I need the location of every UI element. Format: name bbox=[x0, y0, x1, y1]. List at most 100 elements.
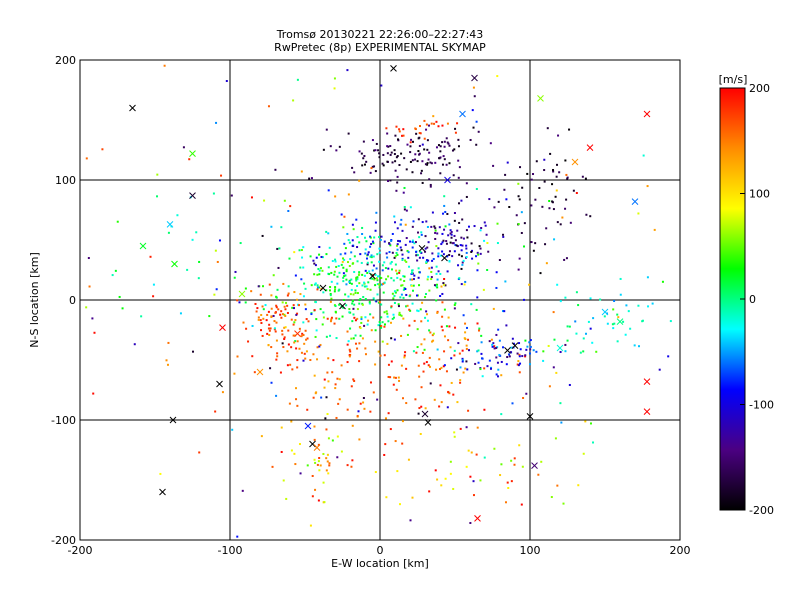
scatter-point bbox=[411, 171, 414, 174]
scatter-point bbox=[465, 247, 468, 250]
scatter-point bbox=[489, 367, 492, 370]
scatter-point bbox=[358, 299, 361, 302]
scatter-point bbox=[454, 243, 457, 246]
scatter-point bbox=[379, 283, 382, 286]
scatter-point bbox=[637, 212, 640, 215]
scatter-point bbox=[385, 310, 388, 313]
scatter-point bbox=[313, 273, 316, 276]
scatter-point bbox=[401, 229, 404, 232]
scatter-point bbox=[464, 367, 467, 370]
scatter-point bbox=[448, 250, 451, 253]
scatter-point bbox=[379, 322, 382, 325]
scatter-point bbox=[398, 164, 401, 167]
scatter-point bbox=[466, 236, 469, 239]
scatter-point bbox=[475, 120, 478, 123]
scatter-point bbox=[512, 342, 515, 345]
scatter-point bbox=[391, 292, 394, 295]
scatter-point bbox=[231, 428, 234, 431]
scatter-point bbox=[262, 317, 265, 320]
scatter-point bbox=[381, 340, 384, 343]
scatter-point bbox=[329, 292, 332, 295]
scatter-point bbox=[411, 225, 414, 228]
scatter-point bbox=[369, 235, 372, 238]
scatter-point bbox=[474, 362, 477, 365]
scatter-point bbox=[582, 452, 585, 455]
scatter-point bbox=[476, 322, 479, 325]
scatter-point bbox=[390, 305, 393, 308]
scatter-point bbox=[437, 247, 440, 250]
scatter-point bbox=[351, 262, 354, 265]
scatter-point bbox=[461, 360, 464, 363]
scatter-point bbox=[420, 386, 423, 389]
scatter-point bbox=[397, 303, 400, 306]
scatter-point bbox=[472, 494, 475, 497]
scatter-point bbox=[403, 186, 406, 189]
scatter-point bbox=[314, 264, 317, 267]
scatter-point bbox=[279, 371, 282, 374]
scatter-point bbox=[302, 266, 305, 269]
scatter-point bbox=[293, 251, 296, 254]
scatter-point bbox=[366, 263, 369, 266]
scatter-point bbox=[295, 398, 298, 401]
scatter-point bbox=[333, 273, 336, 276]
scatter-point bbox=[465, 251, 468, 254]
scatter-point bbox=[403, 354, 406, 357]
scatter-point bbox=[316, 284, 319, 287]
scatter-point bbox=[85, 306, 88, 309]
scatter-point bbox=[292, 323, 295, 326]
scatter-point bbox=[325, 230, 328, 233]
scatter-point bbox=[564, 296, 567, 299]
scatter-point bbox=[552, 170, 555, 173]
scatter-point bbox=[351, 459, 354, 462]
scatter-point bbox=[548, 207, 551, 210]
scatter-point bbox=[298, 327, 301, 330]
scatter-point bbox=[283, 199, 286, 202]
scatter-point bbox=[406, 249, 409, 252]
x-tick-label: -200 bbox=[68, 544, 93, 557]
scatter-point bbox=[343, 215, 346, 218]
scatter-point bbox=[338, 398, 341, 401]
scatter-point bbox=[342, 266, 345, 269]
scatter-point bbox=[318, 469, 321, 472]
scatter-point bbox=[433, 284, 436, 287]
scatter-point bbox=[286, 311, 289, 314]
scatter-point bbox=[284, 314, 287, 317]
scatter-point bbox=[361, 302, 364, 305]
scatter-point bbox=[424, 407, 427, 410]
scatter-point bbox=[418, 407, 421, 410]
scatter-point bbox=[383, 325, 386, 328]
scatter-point bbox=[356, 260, 359, 263]
scatter-point bbox=[432, 332, 435, 335]
scatter-point bbox=[363, 154, 366, 157]
scatter-point bbox=[378, 286, 381, 289]
scatter-point bbox=[558, 171, 561, 174]
scatter-point bbox=[410, 273, 413, 276]
scatter-point bbox=[156, 173, 159, 176]
scatter-point bbox=[458, 277, 461, 280]
scatter-point bbox=[294, 274, 297, 277]
scatter-point bbox=[441, 141, 444, 144]
scatter-point bbox=[156, 195, 159, 198]
scatter-point bbox=[334, 286, 337, 289]
scatter-point bbox=[244, 301, 247, 304]
scatter-point bbox=[460, 255, 463, 258]
scatter-point bbox=[492, 307, 495, 310]
scatter-point bbox=[270, 346, 273, 349]
scatter-point bbox=[393, 153, 396, 156]
scatter-point bbox=[351, 244, 354, 247]
scatter-point bbox=[92, 392, 95, 395]
scatter-point bbox=[278, 247, 281, 250]
scatter-point bbox=[314, 301, 317, 304]
scatter-point bbox=[566, 325, 569, 328]
scatter-point bbox=[381, 162, 384, 165]
scatter-point bbox=[348, 282, 351, 285]
scatter-point bbox=[386, 342, 389, 345]
scatter-point bbox=[268, 329, 271, 332]
scatter-point bbox=[517, 364, 520, 367]
scatter-point bbox=[378, 251, 381, 254]
scatter-point bbox=[418, 271, 421, 274]
scatter-point bbox=[363, 324, 366, 327]
scatter-point bbox=[426, 319, 429, 322]
scatter-point bbox=[266, 313, 269, 316]
scatter-point bbox=[381, 321, 384, 324]
